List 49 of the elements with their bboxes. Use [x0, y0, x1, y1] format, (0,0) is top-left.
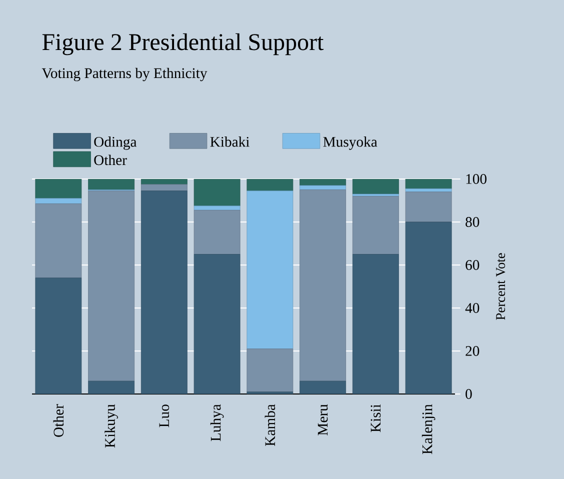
x-tick-label: Kisii	[370, 404, 381, 432]
bar	[88, 380, 135, 394]
bar	[35, 204, 82, 278]
bar	[140, 184, 188, 192]
y-tick-label: 0	[466, 389, 472, 399]
bar	[88, 190, 135, 382]
chart-title: Figure 2 Presidential Support	[42, 33, 324, 56]
x-tick-label: Other	[53, 404, 64, 437]
x-tick-label: Kalenjin	[422, 404, 436, 454]
y-axis-title: Percent Vote	[496, 253, 506, 320]
bar	[352, 254, 399, 394]
bar	[300, 380, 346, 394]
bar	[194, 210, 240, 254]
bar	[352, 196, 399, 254]
bar	[88, 179, 135, 190]
y-tick-label: 20	[466, 346, 480, 356]
bar	[300, 179, 346, 186]
y-tick-label: 80	[466, 217, 480, 227]
bar	[405, 192, 452, 222]
bar	[140, 179, 188, 185]
legend-label: Kibaki	[210, 136, 250, 147]
x-tick-label: Meru	[318, 404, 328, 436]
bar	[246, 179, 294, 192]
legend-label: Odinga	[94, 136, 137, 150]
x-tick-label: Luo	[159, 404, 170, 428]
bar	[140, 190, 188, 394]
bar	[246, 190, 294, 350]
bar	[246, 348, 294, 392]
legend-label: Other	[94, 154, 127, 166]
bar	[300, 190, 346, 382]
y-tick-label: 40	[465, 303, 480, 313]
bar	[194, 179, 240, 206]
bar	[300, 185, 346, 190]
bar	[405, 222, 452, 394]
x-tick-label: Kikuyu	[104, 404, 118, 448]
bar	[352, 194, 399, 196]
x-tick-label: Kamba	[264, 404, 276, 446]
y-tick-label: 60	[466, 260, 480, 270]
x-tick-label: Luhya	[210, 404, 224, 442]
bar	[194, 206, 240, 210]
bar	[405, 179, 452, 189]
bar	[35, 278, 82, 394]
legend-label: Musyoka	[323, 136, 378, 150]
chart-subtitle: Voting Patterns by Ethnicity	[42, 68, 208, 82]
bar	[35, 179, 82, 199]
bar	[194, 254, 240, 394]
y-tick-label: 100	[466, 174, 486, 184]
bar	[352, 179, 399, 194]
bar	[35, 198, 82, 204]
